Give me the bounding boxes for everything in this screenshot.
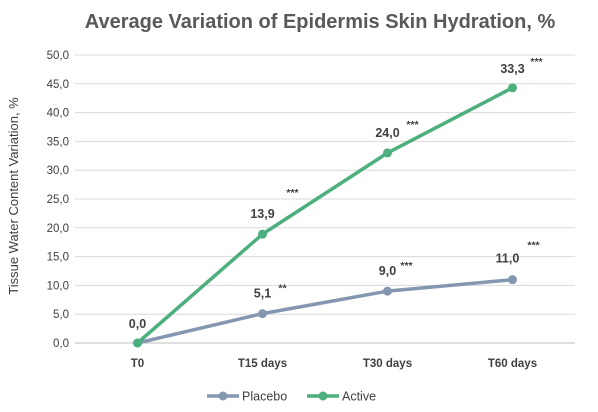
series-line-active (135, 86, 515, 345)
y-tick-label: 20,0 (47, 223, 69, 235)
y-tick-label: 50,0 (47, 50, 69, 62)
data-label-active: 33,3 (500, 62, 524, 76)
data-label: 0,0 (129, 317, 146, 331)
data-label-placebo: 9,0 (379, 264, 396, 278)
legend-label-placebo: Placebo (242, 390, 287, 404)
legend-marker-placebo (218, 391, 228, 401)
data-label-placebo: 11,0 (496, 252, 520, 266)
significance-marker: ** (278, 283, 287, 295)
x-tick-label: T15 days (238, 358, 287, 370)
data-labels: 0,0 5,1 ** 9,0 *** 11,0 *** 13,9 *** 24,0 *** 33,3 *… (129, 56, 544, 331)
significance-marker: *** (400, 260, 413, 272)
significance-marker: *** (406, 119, 419, 131)
data-point-active (508, 83, 517, 93)
y-tick-label: 15,0 (47, 252, 69, 264)
series-group (133, 83, 517, 348)
chart-title: Average Variation of Epidermis Skin Hydr… (85, 11, 556, 33)
y-tick-label: 25,0 (47, 194, 69, 206)
legend-label-active: Active (342, 390, 376, 404)
y-tick-label: 40,0 (47, 108, 69, 120)
data-label-active: 13,9 (250, 207, 274, 221)
x-axis-ticks: T0 T15 days T30 days T60 days (131, 358, 537, 370)
data-point-active (133, 338, 142, 348)
data-point-placebo (508, 275, 517, 285)
significance-marker: *** (527, 240, 540, 252)
legend-marker-active (318, 391, 328, 401)
legend: Placebo Active (207, 390, 376, 404)
data-point-placebo (258, 309, 267, 319)
significance-marker: *** (530, 56, 543, 68)
data-label-placebo: 5,1 (254, 287, 271, 301)
y-tick-label: 30,0 (47, 165, 69, 177)
data-point-active (258, 229, 267, 239)
y-tick-label: 45,0 (47, 79, 69, 91)
data-point-active (383, 148, 392, 158)
y-axis-title: Tissue Water Content Variation, % (6, 97, 21, 295)
data-point-placebo (383, 286, 392, 296)
x-tick-label: T0 (131, 358, 144, 370)
gridlines (75, 54, 575, 344)
significance-marker: *** (286, 187, 299, 199)
series-line-placebo (135, 277, 515, 345)
data-label-active: 24,0 (375, 126, 399, 140)
y-tick-label: 10,0 (47, 280, 69, 292)
x-tick-label: T30 days (363, 358, 412, 370)
y-tick-label: 0,0 (53, 338, 69, 350)
y-tick-label: 35,0 (47, 136, 69, 148)
y-axis-ticks: 0,0 5,0 10,0 15,0 20,0 25,0 30,0 35,0 40,0 45,0 50… (47, 50, 69, 350)
y-tick-label: 5,0 (53, 309, 69, 321)
x-tick-label: T60 days (488, 358, 537, 370)
